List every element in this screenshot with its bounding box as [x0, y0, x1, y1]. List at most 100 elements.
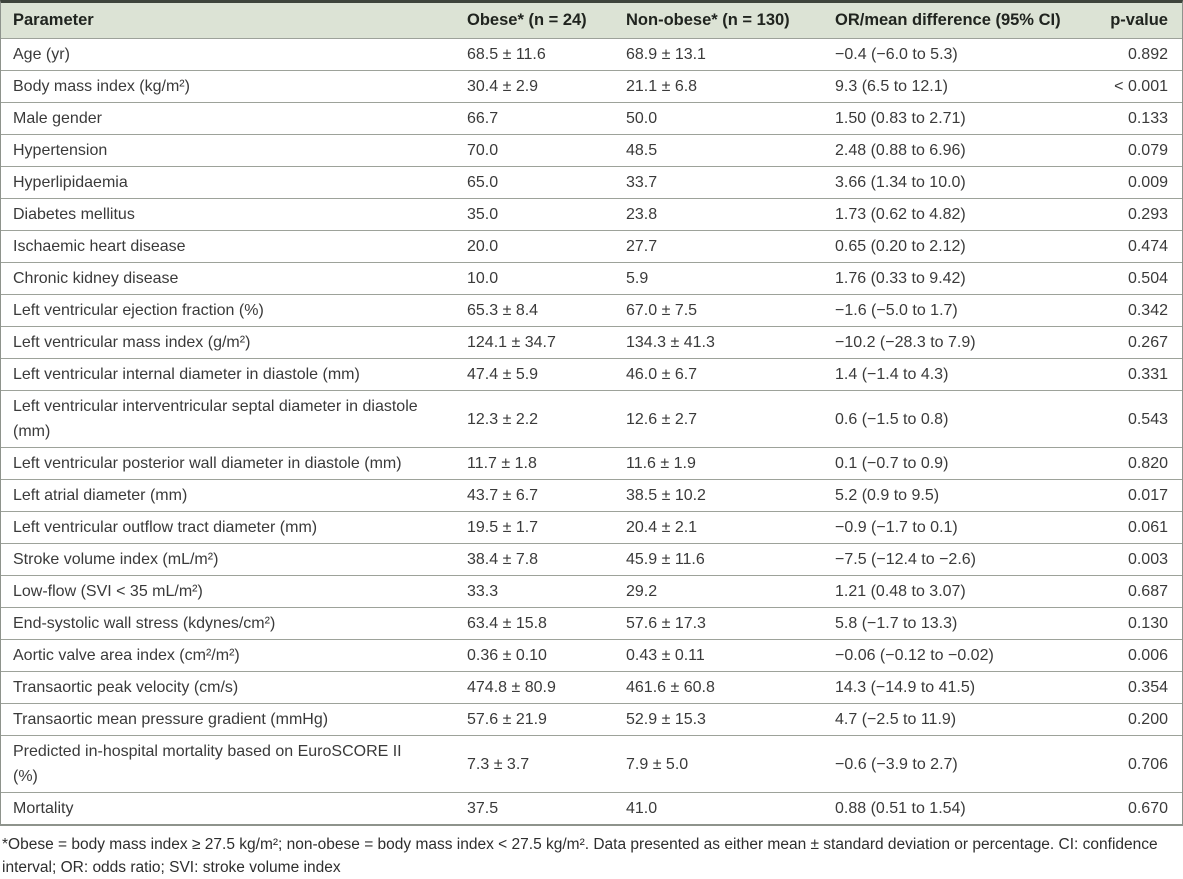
- cell-parameter: Male gender: [1, 102, 455, 135]
- cell-or-ci: −7.5 (−12.4 to −2.6): [823, 543, 1087, 576]
- cell-or-ci: 1.73 (0.62 to 4.82): [823, 198, 1087, 231]
- cell-p-value: 0.200: [1087, 703, 1182, 736]
- table-row: Left ventricular ejection fraction (%) 65…: [1, 294, 1182, 327]
- table-row: Ischaemic heart disease 20.0 27.7 0.65 (0.2…: [1, 230, 1182, 263]
- cell-nonobese: 45.9 ± 11.6: [614, 543, 823, 576]
- cell-or-ci: −0.06 (−0.12 to −0.02): [823, 639, 1087, 672]
- cell-nonobese: 20.4 ± 2.1: [614, 511, 823, 544]
- cell-or-ci: 2.48 (0.88 to 6.96): [823, 134, 1087, 167]
- cell-parameter: Low-flow (SVI < 35 mL/m²): [1, 575, 455, 608]
- table-row: Male gender 66.7 50.0 1.50 (0.83 to 2.71) 0.…: [1, 102, 1182, 135]
- cell-p-value: 0.061: [1087, 511, 1182, 544]
- cell-nonobese: 11.6 ± 1.9: [614, 447, 823, 480]
- column-header-or-ci: OR/mean difference (95% CI): [823, 3, 1087, 39]
- cell-parameter: Left ventricular outflow tract diameter …: [1, 511, 455, 544]
- comparison-table: Parameter Obese* (n = 24) Non-obese* (n = …: [1, 3, 1182, 824]
- cell-p-value: 0.706: [1087, 735, 1182, 793]
- cell-parameter: Diabetes mellitus: [1, 198, 455, 231]
- table-row: Left atrial diameter (mm) 43.7 ± 6.7 38.5 …: [1, 479, 1182, 512]
- cell-p-value: 0.017: [1087, 479, 1182, 512]
- table-row: Left ventricular interventricular septal…: [1, 390, 1182, 448]
- column-header-p-value: p-value: [1087, 3, 1182, 39]
- cell-nonobese: 52.9 ± 15.3: [614, 703, 823, 736]
- table-row: Hypertension 70.0 48.5 2.48 (0.88 to 6.96) 0…: [1, 134, 1182, 167]
- cell-or-ci: −0.6 (−3.9 to 2.7): [823, 735, 1087, 793]
- cell-nonobese: 48.5: [614, 134, 823, 167]
- cell-p-value: 0.354: [1087, 671, 1182, 704]
- table-row: Left ventricular internal diameter in di…: [1, 358, 1182, 391]
- cell-p-value: 0.687: [1087, 575, 1182, 608]
- header-row: Parameter Obese* (n = 24) Non-obese* (n = …: [1, 3, 1182, 39]
- cell-obese: 38.4 ± 7.8: [455, 543, 614, 576]
- cell-p-value: 0.133: [1087, 102, 1182, 135]
- cell-p-value: 0.670: [1087, 792, 1182, 824]
- cell-parameter: Chronic kidney disease: [1, 262, 455, 295]
- cell-p-value: 0.079: [1087, 134, 1182, 167]
- column-header-parameter: Parameter: [1, 3, 455, 39]
- cell-p-value: 0.267: [1087, 326, 1182, 359]
- cell-parameter: Predicted in-hospital mortality based on…: [1, 735, 455, 793]
- cell-p-value: 0.003: [1087, 543, 1182, 576]
- table-row: Predicted in-hospital mortality based on…: [1, 735, 1182, 793]
- cell-nonobese: 23.8: [614, 198, 823, 231]
- cell-p-value: 0.342: [1087, 294, 1182, 327]
- cell-nonobese: 33.7: [614, 166, 823, 199]
- cell-nonobese: 461.6 ± 60.8: [614, 671, 823, 704]
- cell-nonobese: 0.43 ± 0.11: [614, 639, 823, 672]
- cell-nonobese: 12.6 ± 2.7: [614, 390, 823, 448]
- cell-or-ci: 1.50 (0.83 to 2.71): [823, 102, 1087, 135]
- cell-parameter: Left ventricular interventricular septal…: [1, 390, 455, 448]
- cell-parameter: Left ventricular ejection fraction (%): [1, 294, 455, 327]
- cell-p-value: 0.892: [1087, 38, 1182, 71]
- cell-obese: 474.8 ± 80.9: [455, 671, 614, 704]
- cell-obese: 68.5 ± 11.6: [455, 38, 614, 71]
- cell-parameter: End-systolic wall stress (kdynes/cm²): [1, 607, 455, 640]
- table-row: Aortic valve area index (cm²/m²) 0.36 ± 0…: [1, 639, 1182, 672]
- cell-or-ci: 3.66 (1.34 to 10.0): [823, 166, 1087, 199]
- cell-p-value: 0.504: [1087, 262, 1182, 295]
- cell-nonobese: 68.9 ± 13.1: [614, 38, 823, 71]
- cell-parameter: Ischaemic heart disease: [1, 230, 455, 263]
- table-row: Left ventricular outflow tract diameter …: [1, 511, 1182, 544]
- cell-obese: 20.0: [455, 230, 614, 263]
- cell-parameter: Left ventricular mass index (g/m²): [1, 326, 455, 359]
- cell-nonobese: 46.0 ± 6.7: [614, 358, 823, 391]
- cell-parameter: Aortic valve area index (cm²/m²): [1, 639, 455, 672]
- table-row: Left ventricular mass index (g/m²) 124.1 …: [1, 326, 1182, 359]
- cell-obese: 47.4 ± 5.9: [455, 358, 614, 391]
- cell-or-ci: 1.76 (0.33 to 9.42): [823, 262, 1087, 295]
- cell-parameter: Mortality: [1, 792, 455, 824]
- cell-parameter: Transaortic peak velocity (cm/s): [1, 671, 455, 704]
- cell-obese: 57.6 ± 21.9: [455, 703, 614, 736]
- cell-nonobese: 29.2: [614, 575, 823, 608]
- cell-or-ci: 1.21 (0.48 to 3.07): [823, 575, 1087, 608]
- cell-p-value: < 0.001: [1087, 70, 1182, 103]
- table-row: Stroke volume index (mL/m²) 38.4 ± 7.8 45.…: [1, 543, 1182, 576]
- cell-parameter: Left atrial diameter (mm): [1, 479, 455, 512]
- cell-p-value: 0.820: [1087, 447, 1182, 480]
- column-header-obese: Obese* (n = 24): [455, 3, 614, 39]
- cell-parameter: Left ventricular internal diameter in di…: [1, 358, 455, 391]
- cell-or-ci: 14.3 (−14.9 to 41.5): [823, 671, 1087, 704]
- cell-obese: 0.36 ± 0.10: [455, 639, 614, 672]
- cell-p-value: 0.331: [1087, 358, 1182, 391]
- table-footnote: *Obese = body mass index ≥ 27.5 kg/m²; n…: [2, 836, 1158, 876]
- cell-p-value: 0.474: [1087, 230, 1182, 263]
- cell-nonobese: 50.0: [614, 102, 823, 135]
- table-row: Age (yr) 68.5 ± 11.6 68.9 ± 13.1 −0.4 (−6.0…: [1, 38, 1182, 71]
- table-row: Chronic kidney disease 10.0 5.9 1.76 (0.33 …: [1, 262, 1182, 295]
- cell-obese: 37.5: [455, 792, 614, 824]
- cell-p-value: 0.130: [1087, 607, 1182, 640]
- cell-obese: 70.0: [455, 134, 614, 167]
- cell-p-value: 0.009: [1087, 166, 1182, 199]
- cell-or-ci: 1.4 (−1.4 to 4.3): [823, 358, 1087, 391]
- cell-or-ci: 0.6 (−1.5 to 0.8): [823, 390, 1087, 448]
- cell-obese: 66.7: [455, 102, 614, 135]
- table-row: End-systolic wall stress (kdynes/cm²) 63.…: [1, 607, 1182, 640]
- cell-parameter: Transaortic mean pressure gradient (mmHg…: [1, 703, 455, 736]
- table-row: Mortality 37.5 41.0 0.88 (0.51 to 1.54) 0.67…: [1, 792, 1182, 824]
- cell-parameter: Body mass index (kg/m²): [1, 70, 455, 103]
- cell-or-ci: 4.7 (−2.5 to 11.9): [823, 703, 1087, 736]
- cell-or-ci: 0.65 (0.20 to 2.12): [823, 230, 1087, 263]
- comparison-table-container: Parameter Obese* (n = 24) Non-obese* (n = …: [0, 0, 1183, 826]
